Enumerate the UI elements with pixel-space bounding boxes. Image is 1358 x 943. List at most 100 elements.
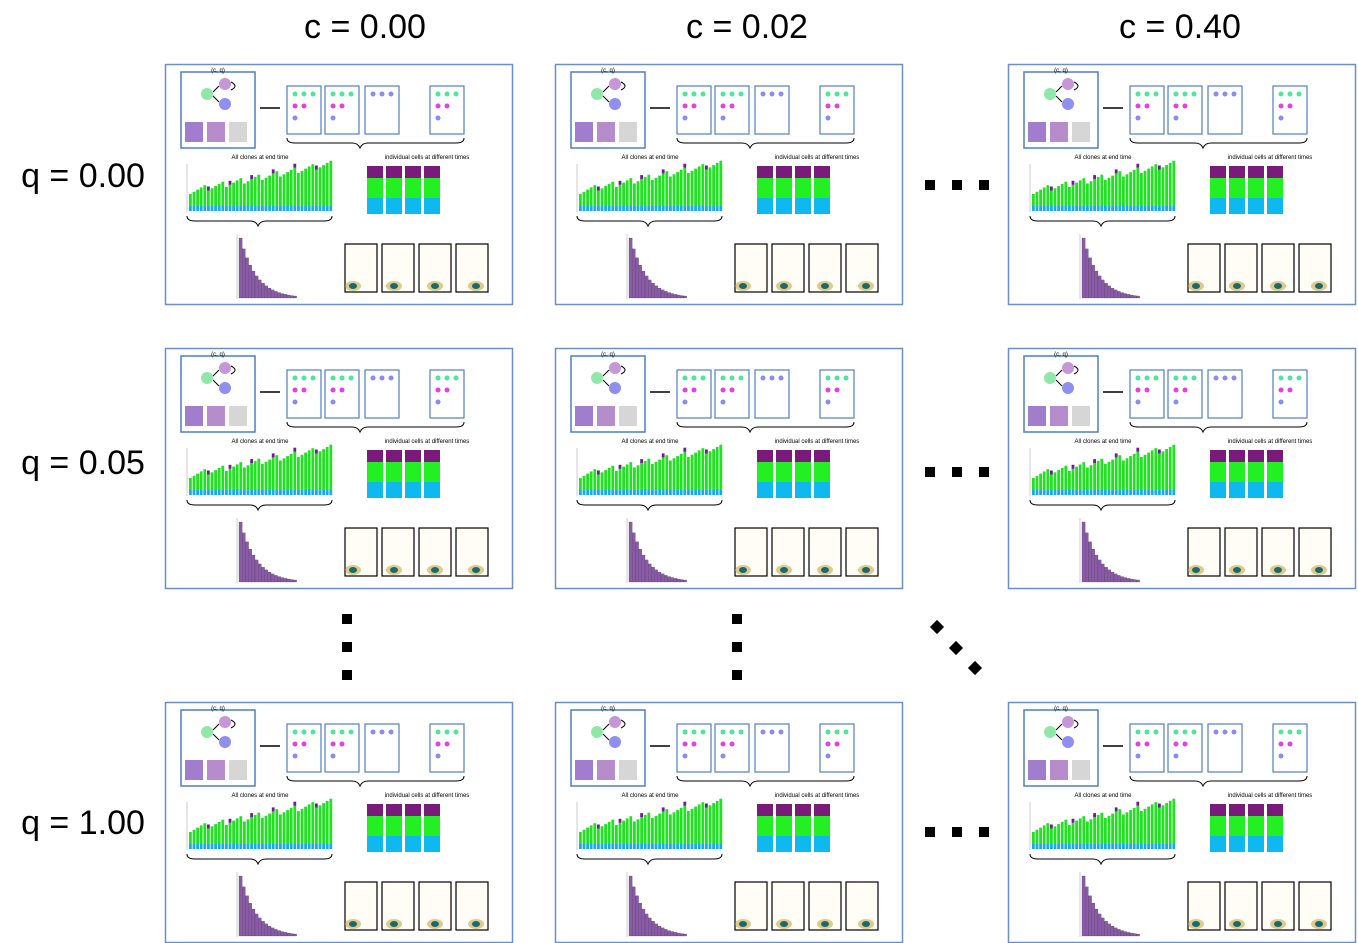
hist-bar: [651, 283, 654, 298]
stack-green: [814, 816, 830, 836]
clone-bar-blue: [293, 490, 296, 495]
cell: [1174, 104, 1179, 109]
clone-bar-blue: [655, 844, 658, 849]
clone-bar-blue: [673, 490, 676, 495]
clone-bar-green: [1162, 167, 1165, 206]
clone-bar-blue: [1158, 206, 1161, 211]
clone-bar-blue: [1100, 490, 1103, 495]
panel: (c, q)All clones at end timeindividual c…: [556, 65, 903, 305]
clone-bar-blue: [1097, 490, 1100, 495]
clone-bar-green: [225, 187, 228, 206]
cell: [331, 116, 336, 121]
clone-bar-green: [203, 469, 206, 490]
stack-purple: [757, 166, 773, 178]
cell: [1214, 730, 1219, 735]
cell: [730, 92, 735, 97]
cell: [721, 116, 726, 121]
clone-bar-green: [261, 180, 264, 206]
cell: [445, 104, 450, 109]
hist-bar: [677, 295, 680, 298]
clone-bar-blue: [665, 206, 668, 211]
clone-bar-green: [290, 808, 293, 844]
clone-bar-blue: [1115, 206, 1118, 211]
clone-bar-green: [593, 185, 596, 206]
stack-blue: [1267, 836, 1283, 852]
row-label: q = 1.00: [21, 804, 145, 842]
hist-bar: [674, 294, 677, 298]
clone-bar-green: [1046, 469, 1049, 490]
clone-bar-green: [1043, 471, 1046, 490]
hist-bar: [645, 560, 648, 582]
stack-purple: [1248, 450, 1264, 462]
cell: [1279, 376, 1284, 381]
hist-bar: [252, 555, 255, 582]
clone-bar-green: [218, 184, 221, 206]
cell: [770, 376, 775, 381]
stack-purple: [1267, 166, 1283, 178]
clone-bar-blue: [1068, 490, 1071, 495]
clone-bar-green: [319, 805, 322, 844]
hist-bar: [680, 934, 683, 936]
clone-bar-green: [232, 821, 235, 844]
hist-bar: [1133, 934, 1136, 936]
clone-bar-green: [257, 175, 260, 206]
clone-bar-green: [1064, 182, 1067, 206]
clone-bar-blue: [200, 844, 203, 849]
clone-bar-green: [705, 454, 708, 491]
panel: (c, q)All clones at end timeindividual c…: [556, 349, 903, 589]
clone-bar-green: [658, 460, 661, 490]
hist-bar: [245, 542, 248, 582]
stack-blue: [776, 482, 792, 498]
clone-bar-blue: [1072, 206, 1075, 211]
clone-bar-blue: [1079, 206, 1082, 211]
cell: [1145, 388, 1150, 393]
clone-bar-blue: [619, 206, 622, 211]
clone-bar-purple: [683, 802, 686, 806]
stack-purple: [1248, 166, 1264, 178]
cell: [1174, 376, 1179, 381]
clone-bar-blue: [644, 490, 647, 495]
stack-blue: [424, 198, 440, 214]
thumb: [1072, 760, 1090, 780]
params-label: (c, q): [211, 68, 225, 74]
hist-bar: [245, 258, 248, 298]
clone-bar-green: [1118, 171, 1121, 206]
clone-bar-green: [701, 448, 704, 490]
node: [201, 88, 213, 100]
hist-bar: [629, 238, 632, 298]
clone-bar-blue: [626, 490, 629, 495]
stack-green: [1210, 816, 1226, 836]
cell: [1297, 730, 1302, 735]
hist-bar: [1136, 580, 1139, 582]
stack-green: [1267, 178, 1283, 198]
clone-bar-blue: [694, 490, 697, 495]
clone-bar-blue: [1032, 490, 1035, 495]
clone-bar-blue: [301, 490, 304, 495]
stack-purple: [405, 166, 421, 178]
clone-bar-blue: [676, 206, 679, 211]
clone-bar-green: [1061, 822, 1064, 844]
stack-green: [405, 816, 421, 836]
clone-bar-blue: [239, 206, 242, 211]
clones-title: All clones at end time: [621, 155, 679, 161]
clone-bar-green: [583, 830, 586, 844]
cell: [311, 376, 316, 381]
cell: [436, 400, 441, 405]
cell: [436, 104, 441, 109]
clone-bar-blue: [629, 490, 632, 495]
clone-bar-green: [1122, 177, 1125, 207]
cell: [1136, 388, 1141, 393]
clone-bar-blue: [1129, 490, 1132, 495]
cell: [311, 730, 316, 735]
clone-bar-blue: [225, 844, 228, 849]
clone-bar-blue: [1154, 206, 1157, 211]
stack-green: [1229, 816, 1245, 836]
clone-bar-green: [290, 170, 293, 206]
clones-title: All clones at end time: [231, 793, 289, 799]
clone-bar-blue: [1075, 206, 1078, 211]
clone-bar-blue: [611, 206, 614, 211]
stack-purple: [367, 804, 383, 816]
thumb: [619, 406, 637, 426]
clone-bar-green: [1169, 447, 1172, 490]
clone-bar-green: [1050, 475, 1053, 491]
